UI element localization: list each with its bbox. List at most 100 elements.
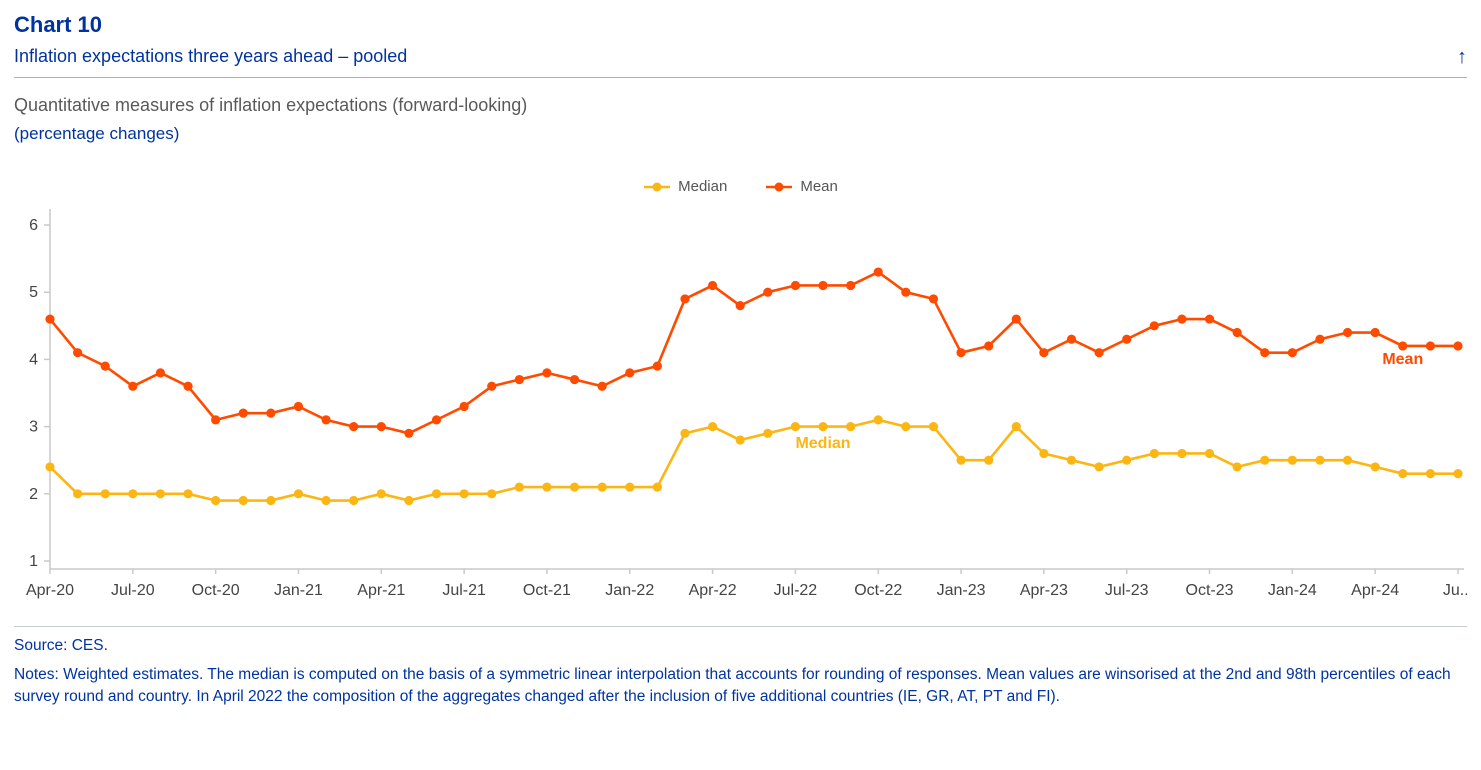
back-to-top-arrow-icon[interactable]: ↑ — [1457, 46, 1467, 68]
data-point — [1260, 455, 1270, 465]
series-annotation: Mean — [1382, 351, 1423, 368]
chart-units-label: (percentage changes) — [14, 124, 180, 143]
footer-divider — [14, 626, 1467, 627]
data-point — [1011, 422, 1021, 432]
legend-item-mean: Mean — [765, 178, 838, 195]
chart-title: Inflation expectations three years ahead… — [14, 46, 408, 66]
data-point — [707, 422, 718, 432]
data-point — [542, 368, 552, 378]
data-point — [1287, 455, 1297, 465]
x-tick-label: Oct-20 — [192, 582, 240, 599]
data-point — [293, 401, 304, 412]
data-point — [1370, 327, 1380, 338]
data-point — [846, 280, 856, 291]
x-tick-label: Jan-24 — [1268, 582, 1317, 599]
data-point — [376, 489, 386, 499]
data-point — [956, 348, 966, 358]
data-point — [928, 294, 939, 304]
legend-item-median: Median — [643, 178, 727, 195]
data-point — [1094, 348, 1104, 358]
data-point — [349, 495, 359, 506]
x-tick-label: Jul-22 — [774, 582, 818, 599]
data-point — [956, 455, 966, 465]
y-tick-label: 5 — [29, 284, 38, 301]
data-point — [128, 381, 138, 391]
data-point — [73, 489, 83, 499]
data-point — [1260, 348, 1270, 358]
data-point — [790, 280, 801, 291]
data-point — [431, 489, 442, 499]
y-tick-label: 1 — [29, 553, 38, 570]
x-tick-label: Jan-23 — [937, 582, 986, 599]
chart-area: 1 2 3 4 5 6 Apr-20 Jul-20 Oct-20 Jan-21 Apr-21 Jul-… — [14, 201, 1473, 608]
series-line-mean — [48, 270, 1460, 435]
data-point — [73, 348, 83, 358]
data-point — [514, 374, 524, 385]
data-point — [1315, 455, 1325, 465]
x-tick-label: Jul-20 — [111, 582, 155, 599]
data-point — [1398, 341, 1408, 351]
series-line-median — [48, 418, 1460, 502]
data-point — [1094, 462, 1104, 472]
data-point — [1066, 334, 1077, 344]
data-point — [625, 482, 635, 492]
legend-marker-icon — [766, 182, 793, 191]
x-tick-label: Oct-23 — [1186, 582, 1234, 599]
data-point — [238, 495, 248, 506]
data-point — [183, 489, 193, 499]
data-point — [321, 495, 331, 506]
data-point — [1122, 455, 1132, 465]
data-point — [984, 455, 994, 465]
data-point — [1315, 334, 1325, 344]
x-tick-label: Apr-22 — [689, 582, 737, 599]
data-point — [735, 301, 745, 311]
data-point — [321, 415, 331, 425]
source-text: Source: CES. — [14, 637, 108, 654]
data-point — [763, 428, 773, 438]
legend-marker-icon — [644, 182, 671, 191]
x-tick-label: Apr-21 — [357, 582, 405, 599]
data-point — [487, 489, 497, 499]
data-point — [1232, 327, 1242, 338]
x-tick-label: Jan-21 — [274, 582, 323, 599]
data-point — [1204, 314, 1215, 324]
y-tick-label: 3 — [29, 419, 38, 436]
data-point — [901, 287, 911, 297]
data-point — [790, 422, 801, 432]
data-point — [1149, 321, 1159, 331]
x-tick-label: Oct-21 — [523, 582, 571, 599]
x-tick-label: Ju... — [1443, 582, 1467, 599]
data-point — [487, 381, 497, 391]
data-point — [1425, 469, 1435, 479]
x-tick-label: Oct-22 — [854, 582, 902, 599]
legend-label: Mean — [800, 178, 838, 195]
data-point — [211, 415, 221, 425]
line-chart: 1 2 3 4 5 6 Apr-20 Jul-20 Oct-20 Jan-21 Apr-21 Jul-… — [26, 209, 1473, 599]
x-tick-label: Apr-23 — [1020, 582, 1068, 599]
data-point — [1122, 334, 1132, 344]
data-point — [1039, 348, 1049, 358]
data-point — [707, 280, 718, 291]
data-point — [1342, 327, 1353, 338]
data-point — [763, 287, 773, 297]
data-point — [928, 422, 939, 432]
data-point — [818, 422, 828, 432]
data-point — [625, 368, 635, 378]
data-point — [597, 381, 607, 391]
data-point — [514, 482, 524, 492]
data-point — [266, 495, 276, 506]
data-point — [569, 374, 580, 385]
data-point — [652, 361, 662, 371]
data-point — [459, 401, 469, 412]
x-tick-label: Apr-20 — [26, 582, 74, 599]
data-point — [349, 422, 359, 432]
data-point — [652, 482, 662, 492]
data-point — [901, 422, 911, 432]
x-tick-label: Jan-22 — [605, 582, 654, 599]
chart-title-row: Inflation expectations three years ahead… — [14, 46, 1467, 78]
data-point — [873, 415, 883, 425]
data-point — [45, 314, 55, 324]
data-point — [376, 422, 386, 432]
data-point — [1011, 314, 1021, 324]
